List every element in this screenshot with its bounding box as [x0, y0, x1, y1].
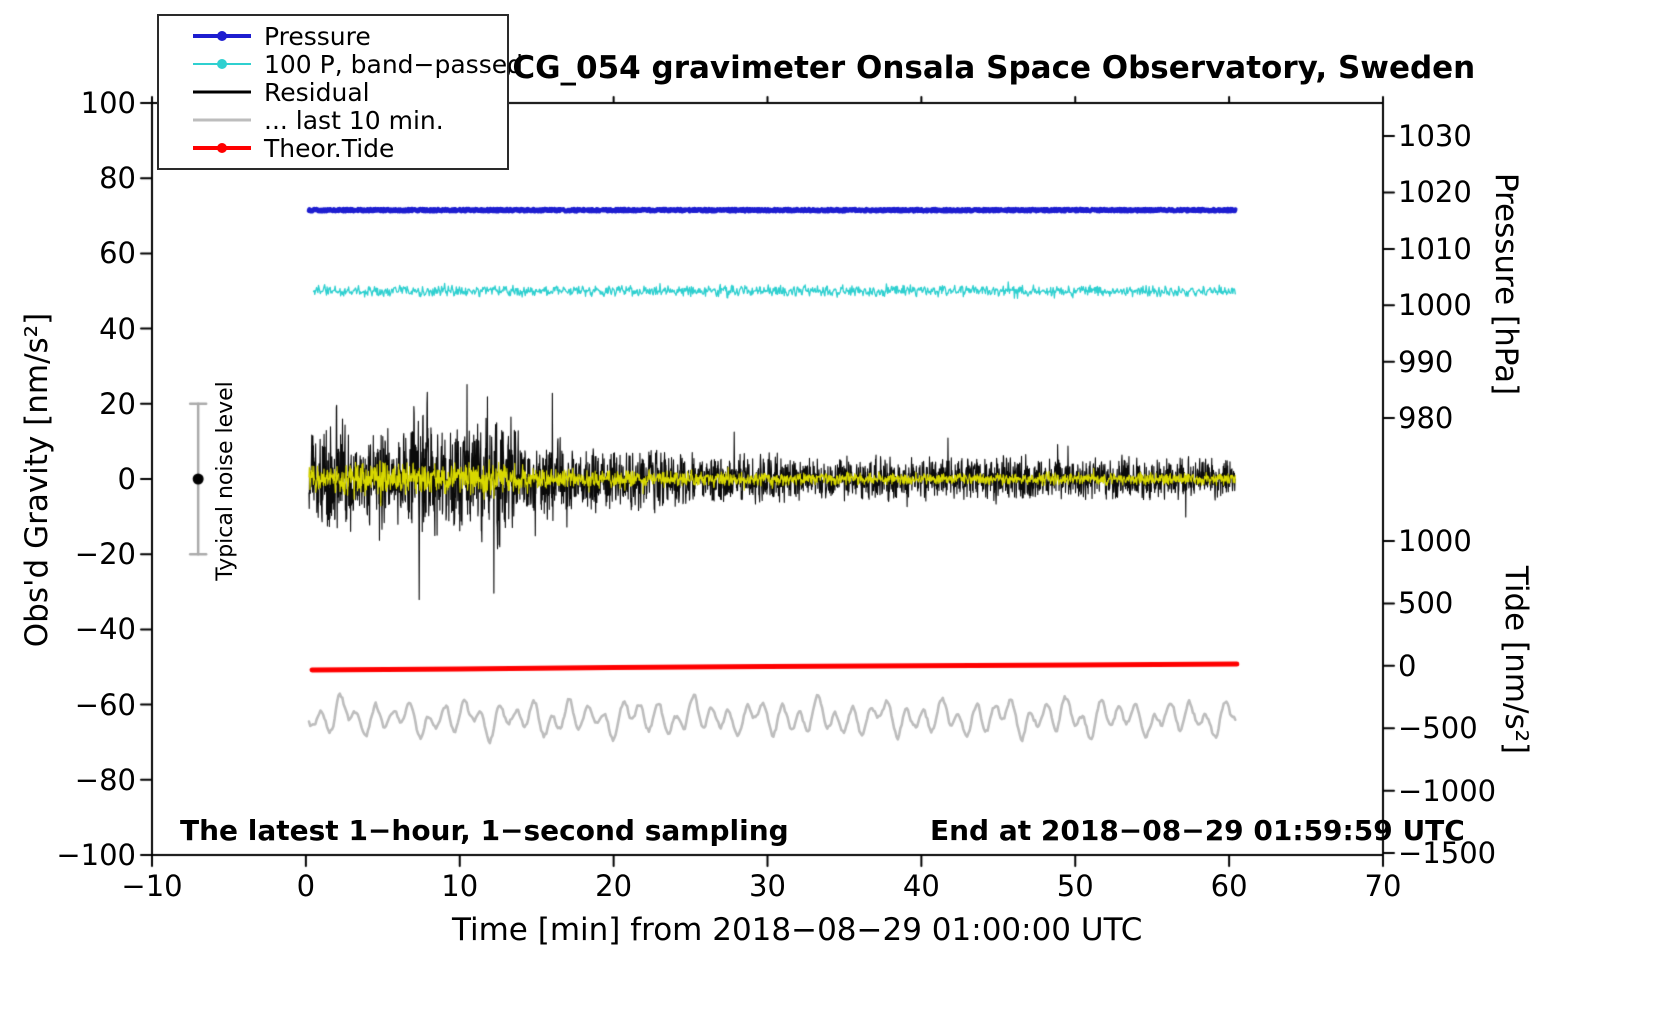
legend-item: 100 P, band−passed: [159, 50, 523, 79]
x-tick-label: 50: [1056, 869, 1094, 903]
gravity-tick-label: −80: [74, 762, 136, 797]
legend-marker-dot: [217, 59, 227, 69]
x-tick-label: 60: [1210, 869, 1248, 903]
legend-line-sample: [193, 28, 251, 44]
pressure-tick-label: 1020: [1398, 175, 1472, 210]
x-tick-label: 0: [296, 869, 316, 903]
gravity-tick-label: 100: [80, 86, 136, 120]
legend-line-sample: [193, 56, 251, 72]
legend-line-sample: [193, 140, 251, 156]
legend-item: Theor.Tide: [159, 133, 507, 163]
gravity-tick-label: 40: [99, 311, 136, 346]
legend: Pressure 100 P, band−passed Residual... la…: [157, 14, 523, 170]
legend-item-label: Theor.Tide: [264, 133, 395, 163]
legend-item-label: Pressure: [264, 21, 371, 51]
legend-line-sample: [193, 84, 251, 100]
tide-tick-label: 500: [1398, 586, 1454, 621]
legend-item-label: Residual: [264, 77, 370, 107]
tide-tick-label: −500: [1398, 711, 1478, 746]
tide-tick-label: 1000: [1398, 524, 1472, 559]
tide-tick-label: −1000: [1398, 773, 1497, 808]
gravity-tick-label: 80: [99, 161, 136, 196]
gravity-tick-label: 60: [99, 236, 136, 271]
x-tick-label: 20: [595, 869, 633, 903]
x-tick-label: −10: [121, 869, 183, 903]
legend-item: Residual: [159, 77, 507, 107]
x-tick-label: 10: [441, 869, 479, 903]
pressure-tick-label: 1000: [1398, 288, 1472, 323]
gravity-tick-label: −20: [74, 537, 136, 572]
x-tick-label: 70: [1364, 869, 1402, 903]
end-time-note: End at 2018−08−29 01:59:59 UTC: [930, 814, 1465, 847]
legend-marker-dot: [217, 31, 227, 41]
x-tick-label: 40: [902, 869, 940, 903]
pressure-tick-label: 990: [1398, 344, 1454, 379]
x-axis-label: Time [min] from 2018−08−29 01:00:00 UTC: [452, 912, 1143, 948]
tide-tick-label: 0: [1398, 648, 1417, 683]
gravity-tick-label: −60: [74, 687, 136, 722]
legend-line: [193, 118, 251, 122]
legend-item-label: ... last 10 min.: [264, 105, 444, 135]
legend-line-sample: [193, 112, 251, 128]
gravity-tick-label: −100: [56, 838, 136, 872]
noise-level-label: Typical noise level: [213, 381, 238, 581]
gravity-tick-label: 20: [99, 386, 136, 421]
sampling-note: The latest 1−hour, 1−second sampling: [180, 814, 789, 847]
legend-item-label: 100 P, band−passed: [264, 49, 523, 79]
gravity-tick-label: −40: [74, 612, 136, 647]
legend-line: [193, 90, 251, 94]
legend-item: Pressure: [159, 21, 507, 51]
pressure-tick-label: 1030: [1398, 119, 1472, 154]
pressure-tick-label: 980: [1398, 401, 1454, 436]
gravity-tick-label: 0: [117, 462, 136, 496]
legend-item: ... last 10 min.: [159, 105, 507, 135]
chart-title: SCG_054 gravimeter Onsala Space Observat…: [490, 50, 1476, 86]
x-tick-label: 30: [749, 869, 786, 903]
legend-marker-dot: [217, 143, 227, 153]
tide-tick-label: −1500: [1398, 836, 1497, 871]
pressure-tick-label: 1010: [1398, 231, 1472, 266]
